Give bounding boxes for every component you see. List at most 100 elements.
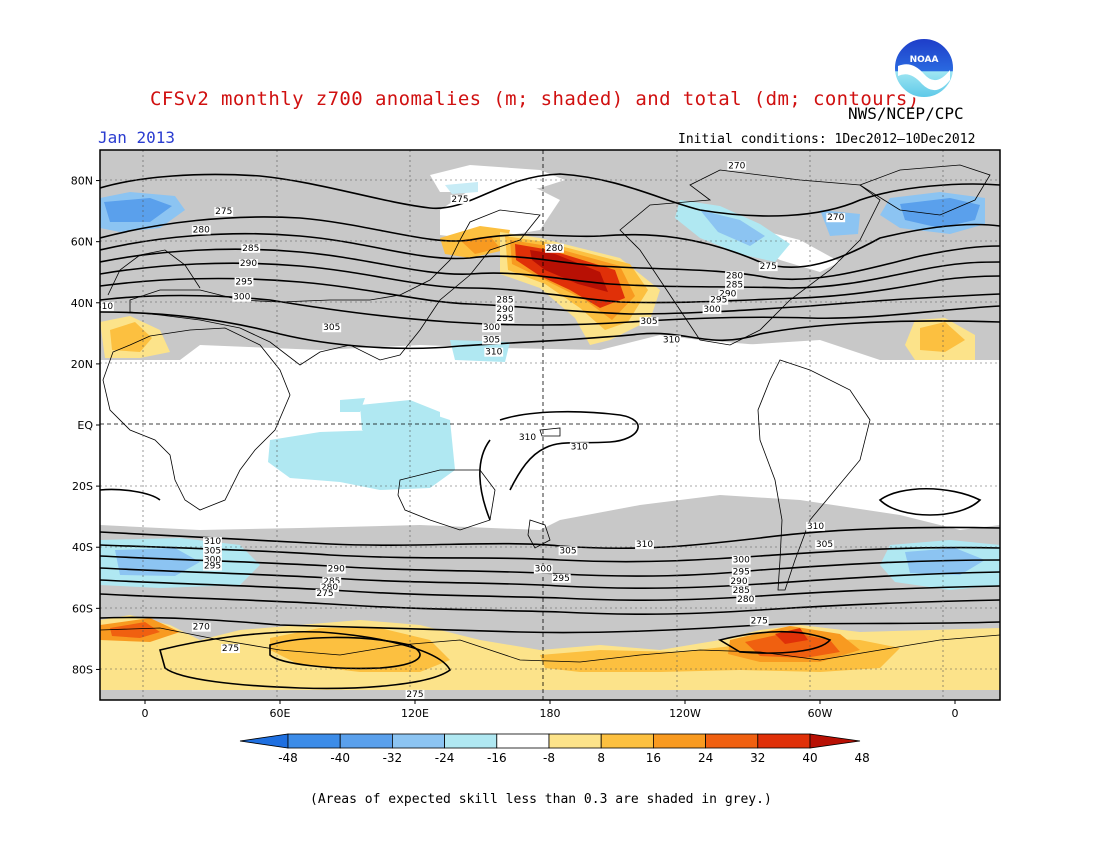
contour-label: 285 — [242, 244, 259, 254]
colorbar-swatch — [444, 733, 498, 749]
contour-label: 300 — [703, 305, 720, 315]
contour-label: 270 — [728, 161, 745, 171]
tropical-neutral-zone — [100, 335, 1000, 530]
lat-tick-label: EQ — [77, 419, 93, 432]
lat-tick-label: 60N — [71, 236, 93, 249]
lon-tick-label: 120E — [401, 707, 429, 720]
contour-label-bg — [241, 243, 261, 253]
contour-label: 285 — [496, 296, 513, 306]
colorbar-arrow-right — [809, 733, 861, 749]
colorbar-swatch — [496, 733, 550, 749]
contour-label-bg — [239, 259, 258, 269]
contour-label: 295 — [204, 562, 221, 572]
contour-label-bg — [826, 213, 846, 223]
contour-label-bg — [729, 576, 749, 586]
latitude-axis: 80N 60N 40N 20N EQ 20S 40S 60S 80S — [71, 175, 100, 676]
contour-label: 290 — [730, 577, 747, 587]
contour-label: 280 — [321, 583, 338, 593]
contour-label-bg — [322, 576, 342, 586]
contour-label: 270 — [827, 213, 844, 223]
contour-label-bg — [718, 289, 738, 299]
contour-label: 310 — [807, 522, 824, 532]
coastlines — [100, 164, 1000, 663]
contour-label-bg — [551, 573, 571, 583]
lat-tick-label: 80N — [71, 175, 93, 188]
contour-label: 275 — [222, 644, 239, 654]
contour-label-bg — [725, 271, 744, 281]
colorbar-swatch — [600, 733, 654, 749]
contour-label: 310 — [663, 335, 680, 345]
contour-label-bg — [731, 555, 751, 565]
contour-label: 295 — [733, 568, 750, 578]
equator-dateline — [100, 150, 1000, 700]
colorbar-label: -32 — [383, 751, 403, 765]
contour-label: 310 — [96, 302, 113, 312]
colorbar-arrow-left — [239, 733, 289, 749]
contour-label: 310 — [204, 537, 221, 547]
colorbar-swatch — [339, 733, 393, 749]
contour-label-bg — [482, 335, 501, 345]
contour-label-bg — [545, 243, 564, 253]
colorbar-swatch — [705, 733, 759, 749]
contour-label-bg — [203, 546, 222, 556]
lon-tick-label: 180 — [540, 707, 561, 720]
lon-tick-label: 60E — [270, 707, 291, 720]
contour-label-bg — [495, 314, 515, 324]
contour-label-bg — [405, 689, 425, 699]
contour-label-bg — [569, 442, 589, 452]
map-area: 2752702752802852902953003103053102852902… — [96, 150, 1000, 700]
map-title: CFSv2 monthly z700 anomalies (m; shaded)… — [150, 88, 920, 110]
colorbar-label: -8 — [543, 751, 555, 765]
contour-label-bg — [214, 207, 234, 217]
contour-label-bg — [533, 564, 553, 574]
lon-tick-label: 0 — [952, 707, 959, 720]
contour-label-bg — [709, 295, 729, 305]
lat-tick-label: 60S — [72, 602, 93, 615]
contour-label-bg — [482, 323, 501, 333]
colorbar-label: -40 — [330, 751, 350, 765]
contour-label-bg — [232, 292, 252, 302]
lat-tick-label: 20N — [71, 358, 93, 371]
contour-label-bg — [315, 589, 335, 599]
contour-label: 275 — [215, 207, 232, 217]
contour-label: 275 — [451, 195, 468, 205]
graticule — [100, 150, 1000, 700]
contour-label: 310 — [571, 442, 588, 452]
contour-label-bg — [806, 521, 825, 531]
initial-conditions: Initial conditions: 1Dec2012—10Dec2012 — [678, 132, 976, 147]
contour-label-bg — [518, 433, 537, 443]
contour-label: 290 — [328, 565, 345, 575]
contour-label-bg — [203, 537, 222, 547]
contour-label: 285 — [733, 586, 750, 596]
contour-label: 270 — [193, 623, 210, 633]
contour-label-bg — [100, 301, 114, 311]
contour-label-bg — [725, 280, 744, 290]
contour-label: 305 — [640, 317, 657, 327]
lon-tick-label: 60W — [808, 707, 833, 720]
colorbar-swatch — [757, 733, 811, 749]
contour-label: 280 — [193, 225, 210, 235]
contour-label: 310 — [519, 433, 536, 443]
contour-label: 295 — [710, 296, 727, 306]
contour-label: 280 — [726, 271, 743, 281]
contour-label-bg — [727, 161, 747, 171]
colorbar-label: -24 — [435, 751, 455, 765]
contour-label-bg — [320, 582, 339, 592]
colorbar-label: 8 — [597, 751, 605, 765]
contour-label: 300 — [233, 293, 250, 303]
contour-label: 295 — [496, 314, 513, 324]
contour-label-bg — [484, 347, 504, 357]
agency-label: NWS/NCEP/CPC — [848, 104, 964, 123]
contour-label: 285 — [726, 280, 743, 290]
colorbar-swatch — [548, 733, 602, 749]
contour-labels: 2752702752802852902953003103053102852902… — [96, 161, 846, 700]
contour-label-bg — [731, 586, 751, 595]
lon-tick-label: 120W — [669, 707, 701, 720]
colorbar-label: 40 — [802, 751, 817, 765]
color-bar: -48 -40 -32 -24 -16 -8 8 16 24 32 40 48 — [239, 733, 870, 765]
contour-label-bg — [203, 555, 222, 565]
contour-label: 285 — [323, 577, 340, 587]
contour-label-bg — [322, 323, 342, 333]
contour-label: 300 — [204, 555, 221, 565]
